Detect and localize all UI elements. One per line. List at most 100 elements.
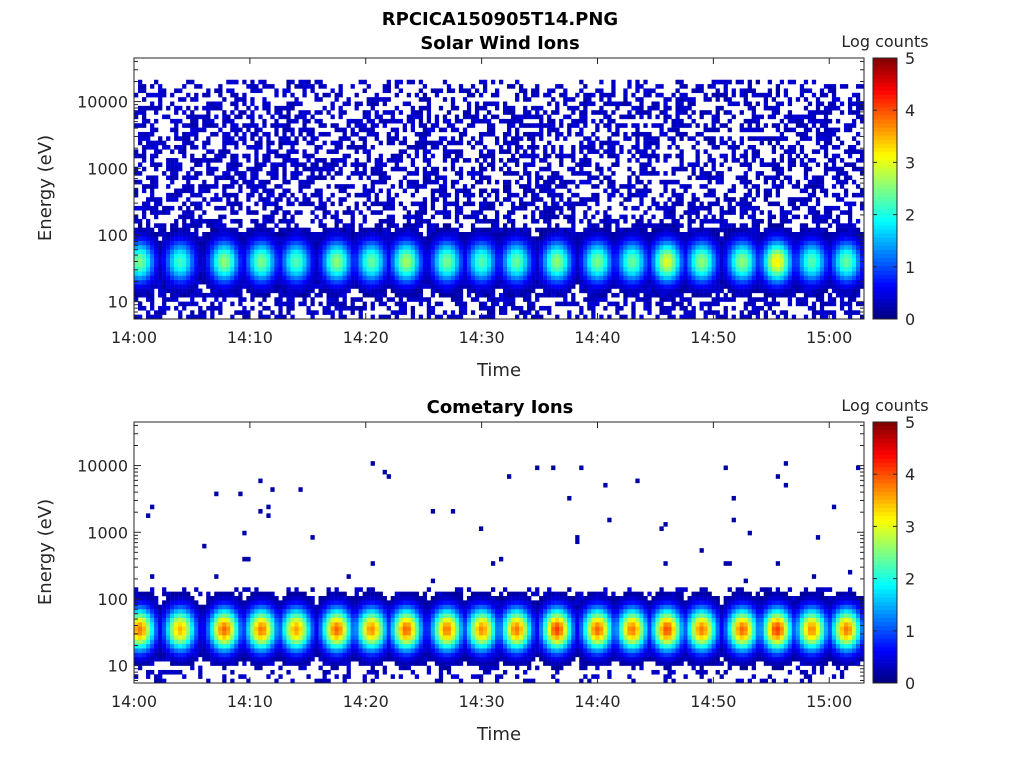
heatmap-cell	[166, 249, 171, 254]
heatmap-cell	[703, 218, 708, 224]
heatmap-cell	[615, 158, 620, 163]
heatmap-cell	[166, 162, 171, 167]
heatmap-cell	[507, 158, 512, 163]
heatmap-cell	[150, 123, 155, 128]
heatmap-cell	[190, 301, 195, 307]
heatmap-cell	[386, 227, 391, 233]
heatmap-cell	[178, 88, 183, 94]
heatmap-cell	[378, 253, 383, 259]
heatmap-cell	[675, 118, 680, 124]
heatmap-cell	[222, 271, 227, 276]
heatmap-cell	[254, 188, 259, 194]
heatmap-cell	[539, 271, 544, 276]
heatmap-cell	[503, 188, 508, 194]
heatmap-cell	[454, 284, 460, 289]
heatmap-cell	[158, 310, 163, 315]
heatmap-cell	[503, 136, 508, 141]
heatmap-cell	[206, 279, 211, 285]
heatmap-cell	[142, 232, 147, 237]
heatmap-cell	[158, 223, 163, 228]
heatmap-cell	[531, 314, 536, 320]
heatmap-cell	[539, 249, 544, 254]
heatmap-cell	[270, 236, 275, 241]
heatmap-cell	[551, 236, 556, 241]
heatmap-cell	[715, 314, 720, 320]
heatmap-cell	[490, 153, 496, 159]
heatmap-cell	[254, 271, 259, 276]
heatmap-cell	[551, 271, 556, 276]
heatmap-cell	[182, 210, 187, 215]
heatmap-cell	[278, 227, 283, 233]
heatmap-cell	[138, 153, 143, 159]
heatmap-cell	[450, 279, 456, 285]
heatmap-cell	[531, 301, 536, 307]
heatmap-cell	[402, 214, 407, 220]
heatmap-cell	[611, 179, 616, 185]
heatmap-cell	[418, 210, 424, 215]
heatmap-cell	[599, 179, 604, 185]
heatmap-cell	[174, 275, 179, 281]
heatmap-cell	[214, 123, 219, 128]
heatmap-cell	[643, 292, 648, 298]
heatmap-cell	[551, 97, 556, 102]
heatmap-cell	[434, 253, 440, 259]
heatmap-cell	[482, 131, 488, 137]
heatmap-cell	[218, 271, 223, 276]
heatmap-cell	[270, 266, 275, 272]
heatmap-cell	[354, 266, 359, 272]
heatmap-cell	[250, 232, 255, 237]
heatmap-cell	[330, 314, 335, 320]
heatmap-cell	[358, 127, 363, 133]
heatmap-cell	[214, 88, 219, 94]
heatmap-cell	[326, 171, 331, 176]
heatmap-cell	[174, 279, 179, 285]
heatmap-cell	[563, 288, 568, 294]
heatmap-cell	[571, 227, 576, 233]
heatmap-cell	[414, 210, 420, 215]
heatmap-cell	[398, 232, 403, 237]
heatmap-cell	[535, 284, 540, 289]
heatmap-cell	[266, 271, 271, 276]
heatmap-cell	[579, 275, 584, 281]
heatmap-cell	[503, 149, 508, 154]
heatmap-cell	[366, 266, 371, 272]
heatmap-cell	[254, 266, 259, 272]
heatmap-cell	[478, 301, 484, 307]
heatmap-cell	[394, 288, 399, 294]
heatmap-cell	[386, 131, 391, 137]
heatmap-cell	[446, 284, 452, 289]
heatmap-cell	[206, 245, 211, 250]
heatmap-cell	[687, 101, 692, 107]
heatmap-cell	[230, 218, 235, 224]
heatmap-cell	[442, 127, 448, 133]
heatmap-cell	[458, 88, 464, 94]
heatmap-cell	[503, 262, 508, 268]
heatmap-cell	[571, 258, 576, 263]
heatmap-cell	[667, 258, 672, 263]
heatmap-cell	[278, 145, 283, 150]
heatmap-cell	[671, 288, 676, 294]
heatmap-cell	[511, 201, 516, 207]
heatmap-cell	[250, 136, 255, 141]
heatmap-cell	[270, 192, 275, 198]
heatmap-cell	[370, 101, 375, 107]
heatmap-cell	[515, 314, 520, 320]
heatmap-cell	[619, 279, 624, 285]
heatmap-cell	[563, 240, 568, 246]
heatmap-cell	[482, 197, 488, 202]
heatmap-cell	[174, 240, 179, 246]
heatmap-cell	[675, 166, 680, 172]
heatmap-cell	[599, 271, 604, 276]
heatmap-cell	[286, 101, 291, 107]
heatmap-cell	[278, 192, 283, 198]
heatmap-cell	[162, 249, 167, 254]
heatmap-cell	[711, 162, 716, 167]
heatmap-cell	[474, 253, 480, 259]
heatmap-cell	[146, 136, 151, 141]
heatmap-cell	[278, 288, 283, 294]
heatmap-cell	[362, 236, 367, 241]
heatmap-cell	[470, 184, 476, 189]
heatmap-cell	[310, 245, 315, 250]
heatmap-cell	[194, 97, 199, 102]
heatmap-cell	[490, 240, 496, 246]
